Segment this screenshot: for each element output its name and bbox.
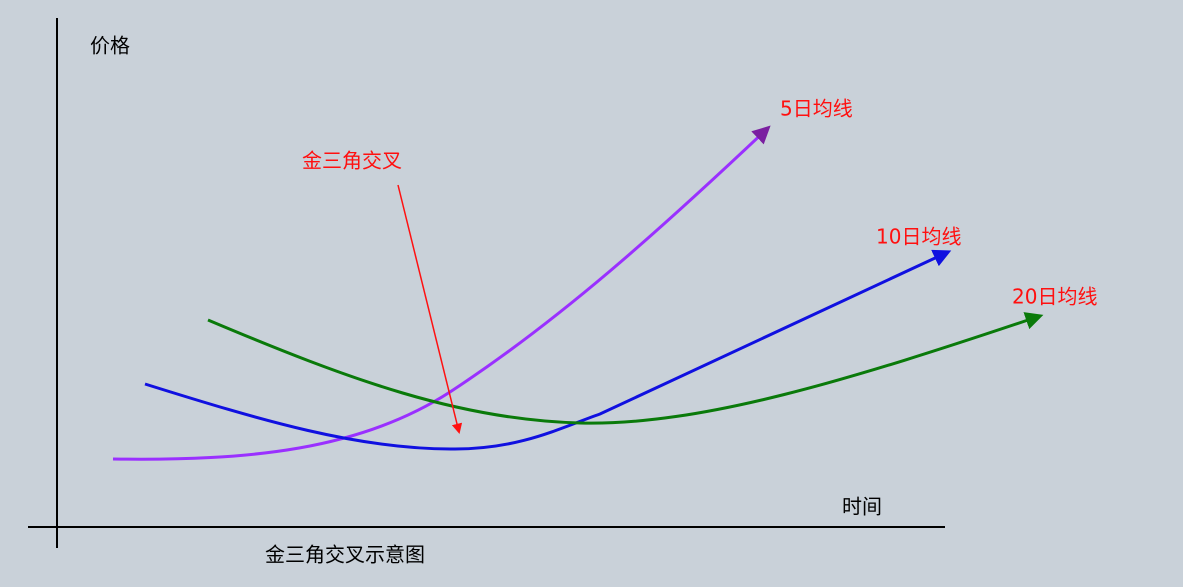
line-label: 20日均线	[1012, 285, 1097, 309]
annotation: 金三角交叉	[302, 149, 402, 173]
x-axis-label: 时间	[842, 495, 882, 519]
line-20day	[207, 312, 1044, 425]
caption: 金三角交叉示意图	[265, 543, 425, 567]
line-label: 5日均线	[780, 97, 853, 121]
line-5day	[112, 125, 771, 461]
line-label: 10日均线	[876, 225, 961, 249]
annotation-arrow	[397, 184, 463, 435]
y-axis-label: 价格	[90, 34, 130, 58]
line-10day	[144, 249, 952, 451]
